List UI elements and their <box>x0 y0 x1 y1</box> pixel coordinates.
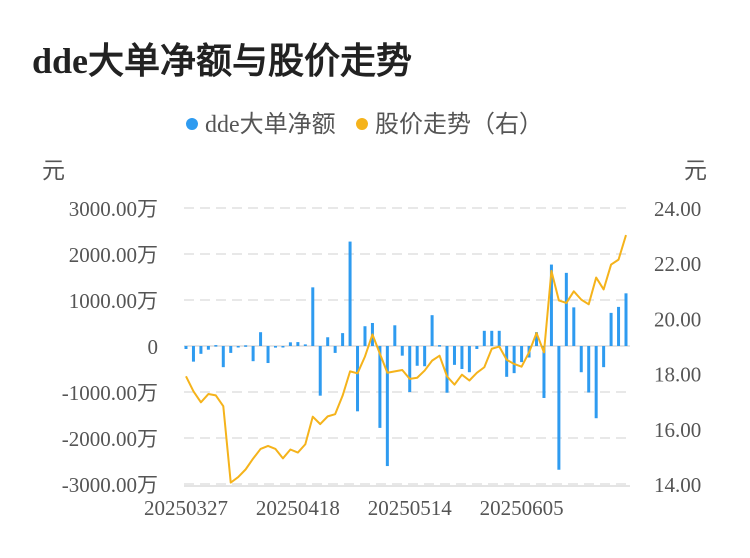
dde-bar <box>356 346 360 412</box>
chart-title: dde大单净额与股价走势 <box>32 41 413 81</box>
dde-bar <box>430 315 434 346</box>
dde-bar <box>520 346 524 363</box>
dde-bar <box>296 342 300 346</box>
dde-bar <box>393 325 397 346</box>
dde-bar <box>311 287 315 346</box>
dde-bar <box>557 346 561 470</box>
dde-bar <box>400 346 404 356</box>
dde-bar <box>579 346 583 373</box>
dde-bar <box>549 264 553 346</box>
x-tick-label: 20250514 <box>368 496 453 520</box>
dde-bar <box>423 346 427 367</box>
price-line <box>185 234 627 484</box>
dde-bar <box>505 346 509 377</box>
dde-bar <box>236 346 240 348</box>
dde-bar <box>378 346 382 428</box>
dde-bar <box>415 346 419 366</box>
dde-bar <box>587 346 591 393</box>
dde-bar <box>512 346 516 374</box>
dde-bar <box>363 326 367 346</box>
left-tick-label: -2000.00万 <box>62 427 158 451</box>
dde-bar <box>609 312 613 346</box>
legend-marker <box>186 118 198 130</box>
right-tick-label: 24.00 <box>654 197 701 221</box>
dde-bar <box>191 346 195 362</box>
dde-bar <box>221 346 225 368</box>
dde-bar <box>490 330 494 346</box>
dde-bar <box>251 346 255 362</box>
left-tick-label: -3000.00万 <box>62 473 158 497</box>
dde-bar <box>244 345 248 347</box>
dde-bar <box>266 346 270 364</box>
dde-bar <box>385 346 389 467</box>
dde-bar <box>542 346 546 398</box>
dde-bar <box>594 346 598 419</box>
dde-bar <box>467 346 471 373</box>
dde-bar <box>617 306 621 346</box>
dde-bar <box>624 293 628 346</box>
dde-bar <box>438 345 442 347</box>
right-tick-label: 16.00 <box>654 418 701 442</box>
left-tick-label: -1000.00万 <box>62 381 158 405</box>
dde-bar <box>318 346 322 396</box>
dde-bar <box>288 342 292 346</box>
right-tick-label: 18.00 <box>654 363 701 387</box>
dde-bar <box>281 346 285 348</box>
dde-bar <box>497 330 501 346</box>
dde-bar <box>341 333 345 346</box>
left-axis-unit: 元 <box>42 158 65 183</box>
right-tick-label: 22.00 <box>654 252 701 276</box>
dde-bar <box>564 272 568 346</box>
legend-label: 股价走势（右） <box>375 111 543 138</box>
dde-bar <box>572 307 576 346</box>
dde-bar <box>348 241 352 346</box>
dde-bar <box>445 346 449 393</box>
legend-label: dde大单净额 <box>205 111 336 138</box>
left-tick-label: 2000.00万 <box>69 243 158 267</box>
right-axis-unit: 元 <box>684 158 707 183</box>
x-tick-label: 20250327 <box>144 496 228 520</box>
dde-bar <box>482 330 486 346</box>
dde-bar <box>452 346 456 365</box>
dde-bar <box>460 346 464 369</box>
legend-marker <box>356 118 368 130</box>
dde-bar <box>229 346 233 353</box>
dde-bar <box>535 332 539 346</box>
dde-bar <box>273 346 277 348</box>
dde-bar <box>602 346 606 368</box>
dde-bar <box>326 337 330 346</box>
left-tick-label: 3000.00万 <box>69 197 158 221</box>
right-tick-label: 20.00 <box>654 307 701 331</box>
left-tick-label: 1000.00万 <box>69 289 158 313</box>
dde-bar <box>199 346 203 354</box>
dde-bar <box>333 346 337 353</box>
dde-bar <box>408 346 412 392</box>
dde-bar <box>475 346 479 349</box>
dde-bar <box>303 344 307 346</box>
dde-bar <box>259 332 263 346</box>
right-tick-label: 14.00 <box>654 473 701 497</box>
x-tick-label: 20250418 <box>256 496 340 520</box>
dde-bar <box>206 346 210 350</box>
left-tick-label: 0 <box>148 335 159 359</box>
x-tick-label: 20250605 <box>480 496 564 520</box>
dde-bar <box>214 345 218 347</box>
dde-bar <box>184 346 188 349</box>
